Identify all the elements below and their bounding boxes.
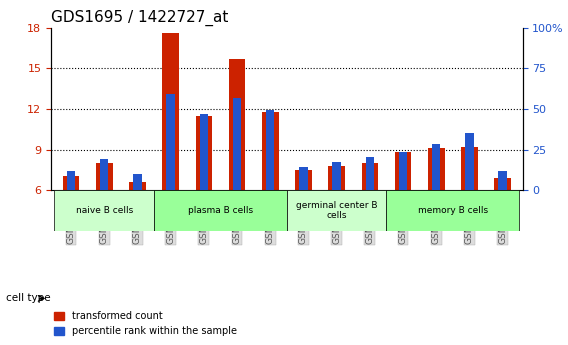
Text: cell type: cell type xyxy=(6,294,51,303)
Bar xyxy=(328,166,345,190)
Bar xyxy=(195,116,212,190)
Bar xyxy=(133,174,141,190)
Text: GDS1695 / 1422727_at: GDS1695 / 1422727_at xyxy=(51,10,228,26)
Bar xyxy=(229,59,245,190)
Bar xyxy=(67,171,75,190)
Bar xyxy=(162,33,179,190)
Bar xyxy=(499,171,507,190)
Bar xyxy=(366,157,374,190)
Bar xyxy=(266,110,274,190)
Text: germinal center B
cells: germinal center B cells xyxy=(296,201,377,220)
Bar xyxy=(200,115,208,190)
Text: plasma B cells: plasma B cells xyxy=(188,206,253,215)
Legend: transformed count, percentile rank within the sample: transformed count, percentile rank withi… xyxy=(51,307,241,340)
Bar xyxy=(166,94,175,190)
Bar xyxy=(96,163,112,190)
Text: naive B cells: naive B cells xyxy=(76,206,133,215)
Bar xyxy=(299,167,308,190)
Bar xyxy=(332,162,341,190)
Bar xyxy=(100,159,108,190)
Bar xyxy=(494,178,511,190)
Bar xyxy=(399,152,407,190)
Bar xyxy=(62,176,80,190)
FancyBboxPatch shape xyxy=(55,190,154,231)
FancyBboxPatch shape xyxy=(154,190,287,231)
Bar xyxy=(129,182,146,190)
Bar xyxy=(428,148,445,190)
Bar xyxy=(262,112,278,190)
Bar xyxy=(465,134,474,190)
Bar xyxy=(233,98,241,190)
Bar xyxy=(362,163,378,190)
Text: memory B cells: memory B cells xyxy=(418,206,488,215)
Bar xyxy=(432,144,440,190)
Bar xyxy=(461,147,478,190)
FancyBboxPatch shape xyxy=(287,190,386,231)
Bar xyxy=(295,170,312,190)
FancyBboxPatch shape xyxy=(386,190,519,231)
Bar xyxy=(395,152,411,190)
